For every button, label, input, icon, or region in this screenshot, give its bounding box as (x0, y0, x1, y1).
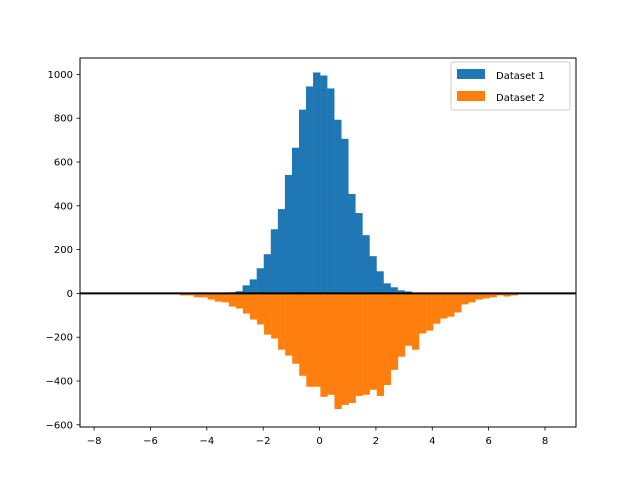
y-tick-label: 0 (67, 289, 73, 300)
histogram-bar (263, 254, 272, 294)
histogram-bar (383, 293, 392, 385)
histogram-bar (454, 293, 462, 313)
histogram-bar (235, 291, 243, 294)
histogram-bar (306, 293, 314, 387)
histogram-bar (200, 293, 209, 298)
histogram-bar (277, 209, 286, 294)
histogram-bar (404, 293, 413, 346)
histogram-bar (461, 293, 469, 305)
y-tick-label: −200 (46, 333, 73, 344)
y-tick-label: −600 (46, 420, 73, 431)
histogram-bar (235, 293, 244, 309)
legend: Dataset 1 Dataset 2 (450, 61, 571, 111)
histogram-bar (313, 293, 321, 387)
histogram-bar (256, 268, 264, 294)
histogram-bar (320, 293, 328, 397)
histogram-bar (299, 293, 307, 376)
legend-swatch-dataset-1 (457, 69, 485, 79)
y-tick-label: 800 (54, 114, 73, 125)
histogram-bar (270, 229, 279, 294)
plot-area (80, 72, 576, 410)
x-tick-label: −2 (256, 436, 271, 447)
histogram-bar (228, 293, 237, 307)
y-tick-label: 400 (54, 201, 73, 212)
histogram-bar (242, 285, 250, 294)
histogram-bar (320, 75, 328, 294)
histogram-bar (207, 293, 215, 300)
y-tick-label: −400 (46, 377, 73, 388)
histogram-bar (221, 293, 230, 303)
x-tick-label: 0 (316, 436, 322, 447)
axes-frame (79, 57, 577, 428)
histogram-bar (193, 293, 202, 298)
histogram-bar (489, 293, 497, 298)
histogram-bar (348, 193, 356, 294)
histogram-bar (369, 256, 377, 294)
x-tick-label: 2 (373, 436, 379, 447)
histogram-bar (292, 293, 300, 364)
x-axis-ticks: −8 −6 −4 −2 0 2 4 6 8 (87, 427, 548, 447)
histogram-bar (376, 293, 385, 396)
histogram-bar (285, 293, 293, 356)
y-tick-label: 200 (54, 245, 73, 256)
x-tick-label: −8 (87, 436, 102, 447)
histogram-bar (503, 293, 511, 297)
histogram-bar (278, 293, 286, 350)
histogram-bar (362, 235, 370, 294)
histogram-bar (341, 293, 349, 405)
dataset-2-bars (179, 293, 518, 410)
x-tick-label: 4 (429, 436, 435, 447)
histogram-bar (284, 174, 293, 294)
histogram-bar (397, 293, 406, 357)
histogram-bar (214, 293, 222, 302)
histogram-bar (475, 293, 483, 300)
histogram-bar (327, 88, 335, 294)
histogram-bar (291, 147, 300, 294)
histogram-bar (264, 293, 272, 335)
x-tick-label: 8 (542, 436, 548, 447)
histogram-bar (242, 293, 251, 314)
histogram-bar (348, 293, 356, 403)
histogram-bar (482, 293, 490, 299)
histogram-bar (341, 138, 349, 294)
histogram-bar (334, 119, 342, 294)
legend-swatch-dataset-2 (457, 91, 485, 101)
legend-label-dataset-1: Dataset 1 (496, 71, 545, 82)
histogram-bar (369, 293, 377, 390)
histogram-bar (426, 293, 434, 331)
histogram-bar (411, 293, 420, 350)
histogram-bar (440, 293, 448, 319)
histogram-bar (376, 271, 384, 294)
y-tick-label: 600 (54, 158, 73, 169)
histogram-bar (256, 293, 265, 325)
histogram-bar (419, 293, 427, 334)
histogram-bar (355, 293, 363, 396)
histogram-bar (362, 293, 370, 395)
x-tick-label: −6 (143, 436, 158, 447)
histogram-bar (390, 293, 399, 370)
histogram-bar (313, 72, 321, 294)
histogram-bar (433, 293, 441, 324)
histogram-bar (249, 279, 257, 294)
legend-label-dataset-2: Dataset 2 (496, 93, 545, 104)
histogram-bar (383, 283, 391, 294)
histogram-bar (447, 293, 455, 317)
histogram-bar (327, 293, 335, 395)
histogram-bar (271, 293, 279, 339)
dataset-1-bars (228, 72, 412, 294)
histogram-bar (390, 287, 398, 294)
x-tick-label: −4 (199, 436, 214, 447)
histogram-bar (298, 109, 307, 294)
x-tick-label: 6 (485, 436, 491, 447)
histogram-bar (397, 290, 405, 294)
histogram-bar (334, 293, 342, 410)
histogram-bar (355, 213, 363, 294)
y-axis-ticks: −600 −400 −200 0 200 400 600 800 1000 (46, 70, 80, 431)
histogram-bar (468, 293, 476, 303)
histogram-bar (306, 86, 314, 294)
y-tick-label: 1000 (48, 70, 73, 81)
histogram-bar (249, 293, 258, 320)
